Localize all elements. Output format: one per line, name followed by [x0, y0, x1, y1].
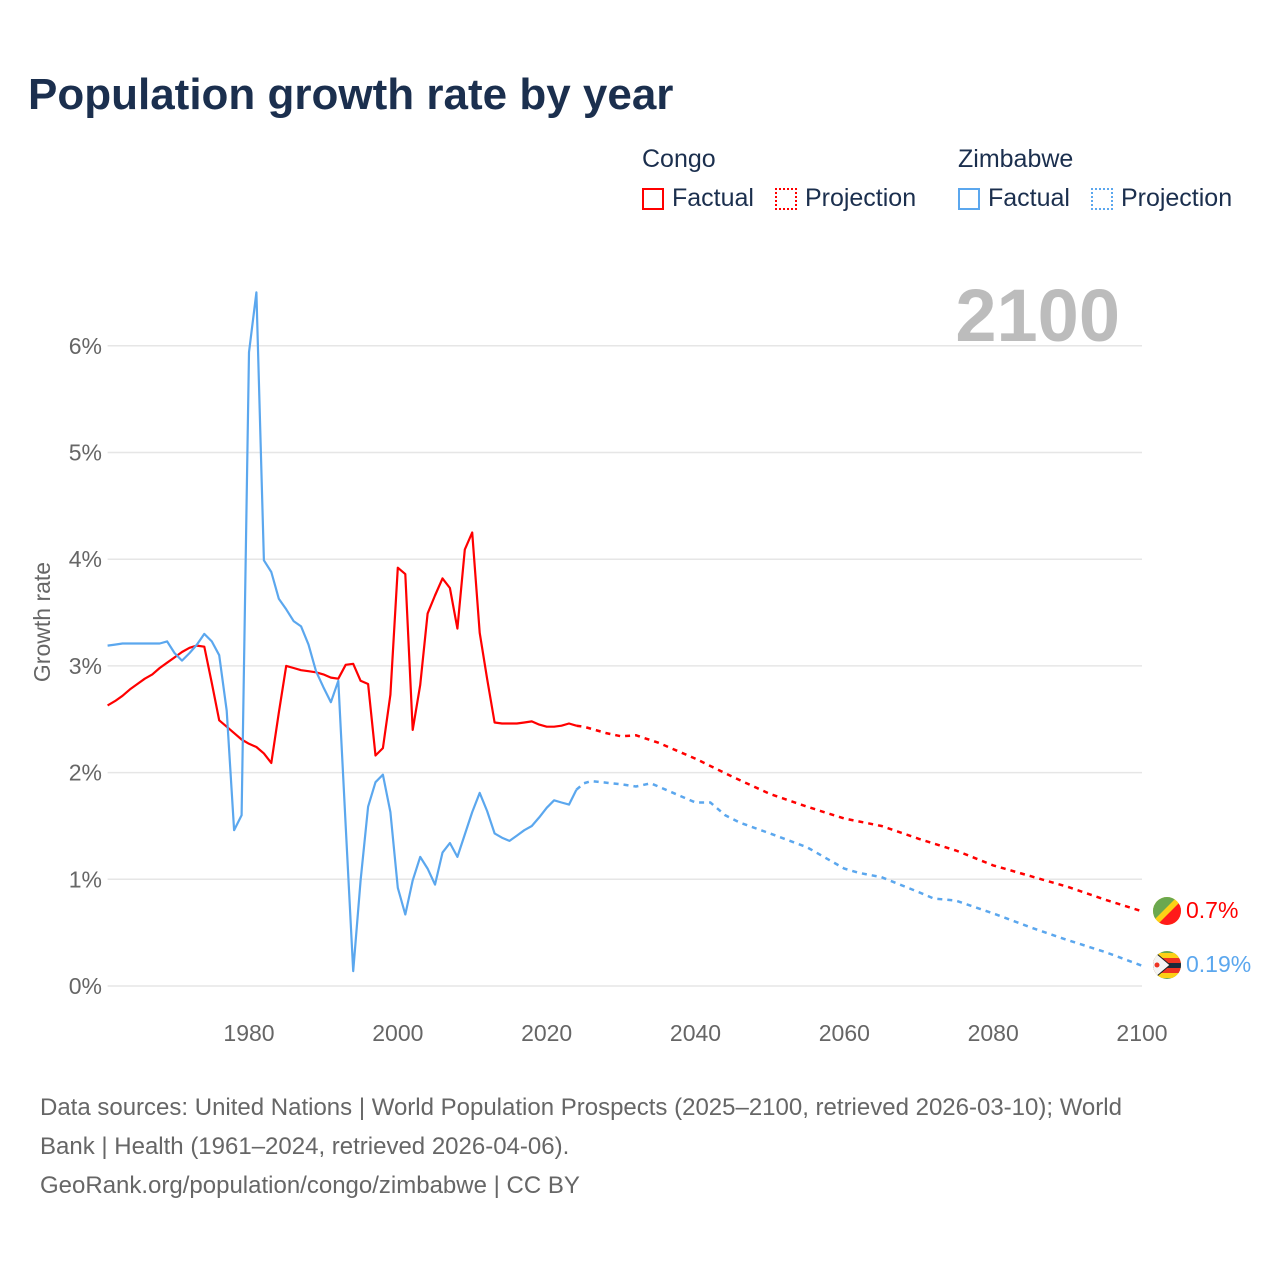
- legend-label: Projection: [804, 184, 917, 212]
- x-tick-label: 2060: [819, 1020, 870, 1046]
- zimbabwe-projection-line: [575, 779, 1143, 967]
- x-tick-label: 2020: [521, 1020, 572, 1046]
- y-tick-label: 2%: [69, 760, 102, 786]
- legend-swatch-solid: [642, 187, 664, 210]
- legend-group-name: Zimbabwe: [958, 145, 1074, 173]
- footer-link[interactable]: GeoRank.org/population/congo/zimbabwe | …: [40, 1172, 580, 1199]
- footer-line: Bank | Health (1961–2024, retrieved 2026…: [40, 1133, 570, 1160]
- footer-line: Data sources: United Nations | World Pop…: [40, 1094, 1122, 1121]
- legend-swatch-dotted: [774, 187, 797, 210]
- legend-swatch-dotted: [1090, 187, 1113, 210]
- y-tick-label: 4%: [69, 546, 102, 572]
- footer-sources: Data sources: United Nations | World Pop…: [40, 1088, 1240, 1205]
- legend-label: Projection: [1120, 184, 1233, 212]
- congo-projection-line: [576, 724, 1143, 913]
- legend-congo-factual[interactable]: Factual: [642, 184, 754, 213]
- legend-label: Factual: [988, 184, 1070, 212]
- y-axis-label: Growth rate: [29, 562, 55, 682]
- zimbabwe-factual-line: [107, 291, 578, 973]
- legend-zimbabwe-factual[interactable]: Factual: [958, 184, 1070, 213]
- current-year-label: 2100: [955, 274, 1120, 357]
- congo-flag-icon: [1153, 897, 1181, 925]
- congo-factual-line: [107, 531, 577, 765]
- congo-end-label: 0.7%: [1186, 897, 1238, 923]
- x-tick-label: 2080: [968, 1020, 1019, 1046]
- y-tick-label: 5%: [69, 440, 102, 466]
- legend-congo: Congo Factual Projection: [642, 145, 930, 217]
- legend-zimbabwe-projection[interactable]: Projection: [1090, 184, 1233, 213]
- legend-zimbabwe: Zimbabwe Factual Projection: [958, 145, 1246, 217]
- x-tick-label: 2000: [372, 1020, 423, 1046]
- y-tick-label: 1%: [69, 866, 102, 892]
- x-tick-label: 2100: [1116, 1020, 1167, 1046]
- y-tick-label: 6%: [69, 333, 102, 359]
- y-tick-label: 3%: [69, 653, 102, 679]
- legend-swatch-solid: [958, 187, 980, 210]
- legend-label: Factual: [672, 184, 754, 212]
- chart-title: Population growth rate by year: [28, 70, 674, 119]
- x-tick-label: 2040: [670, 1020, 721, 1046]
- zimbabwe-flag-icon: [1153, 951, 1181, 979]
- legend-group-name: Congo: [642, 145, 716, 173]
- x-tick-label: 1980: [223, 1020, 274, 1046]
- y-tick-label: 0%: [69, 973, 102, 999]
- legend-congo-projection[interactable]: Projection: [774, 184, 917, 213]
- zimbabwe-end-label: 0.19%: [1186, 951, 1251, 977]
